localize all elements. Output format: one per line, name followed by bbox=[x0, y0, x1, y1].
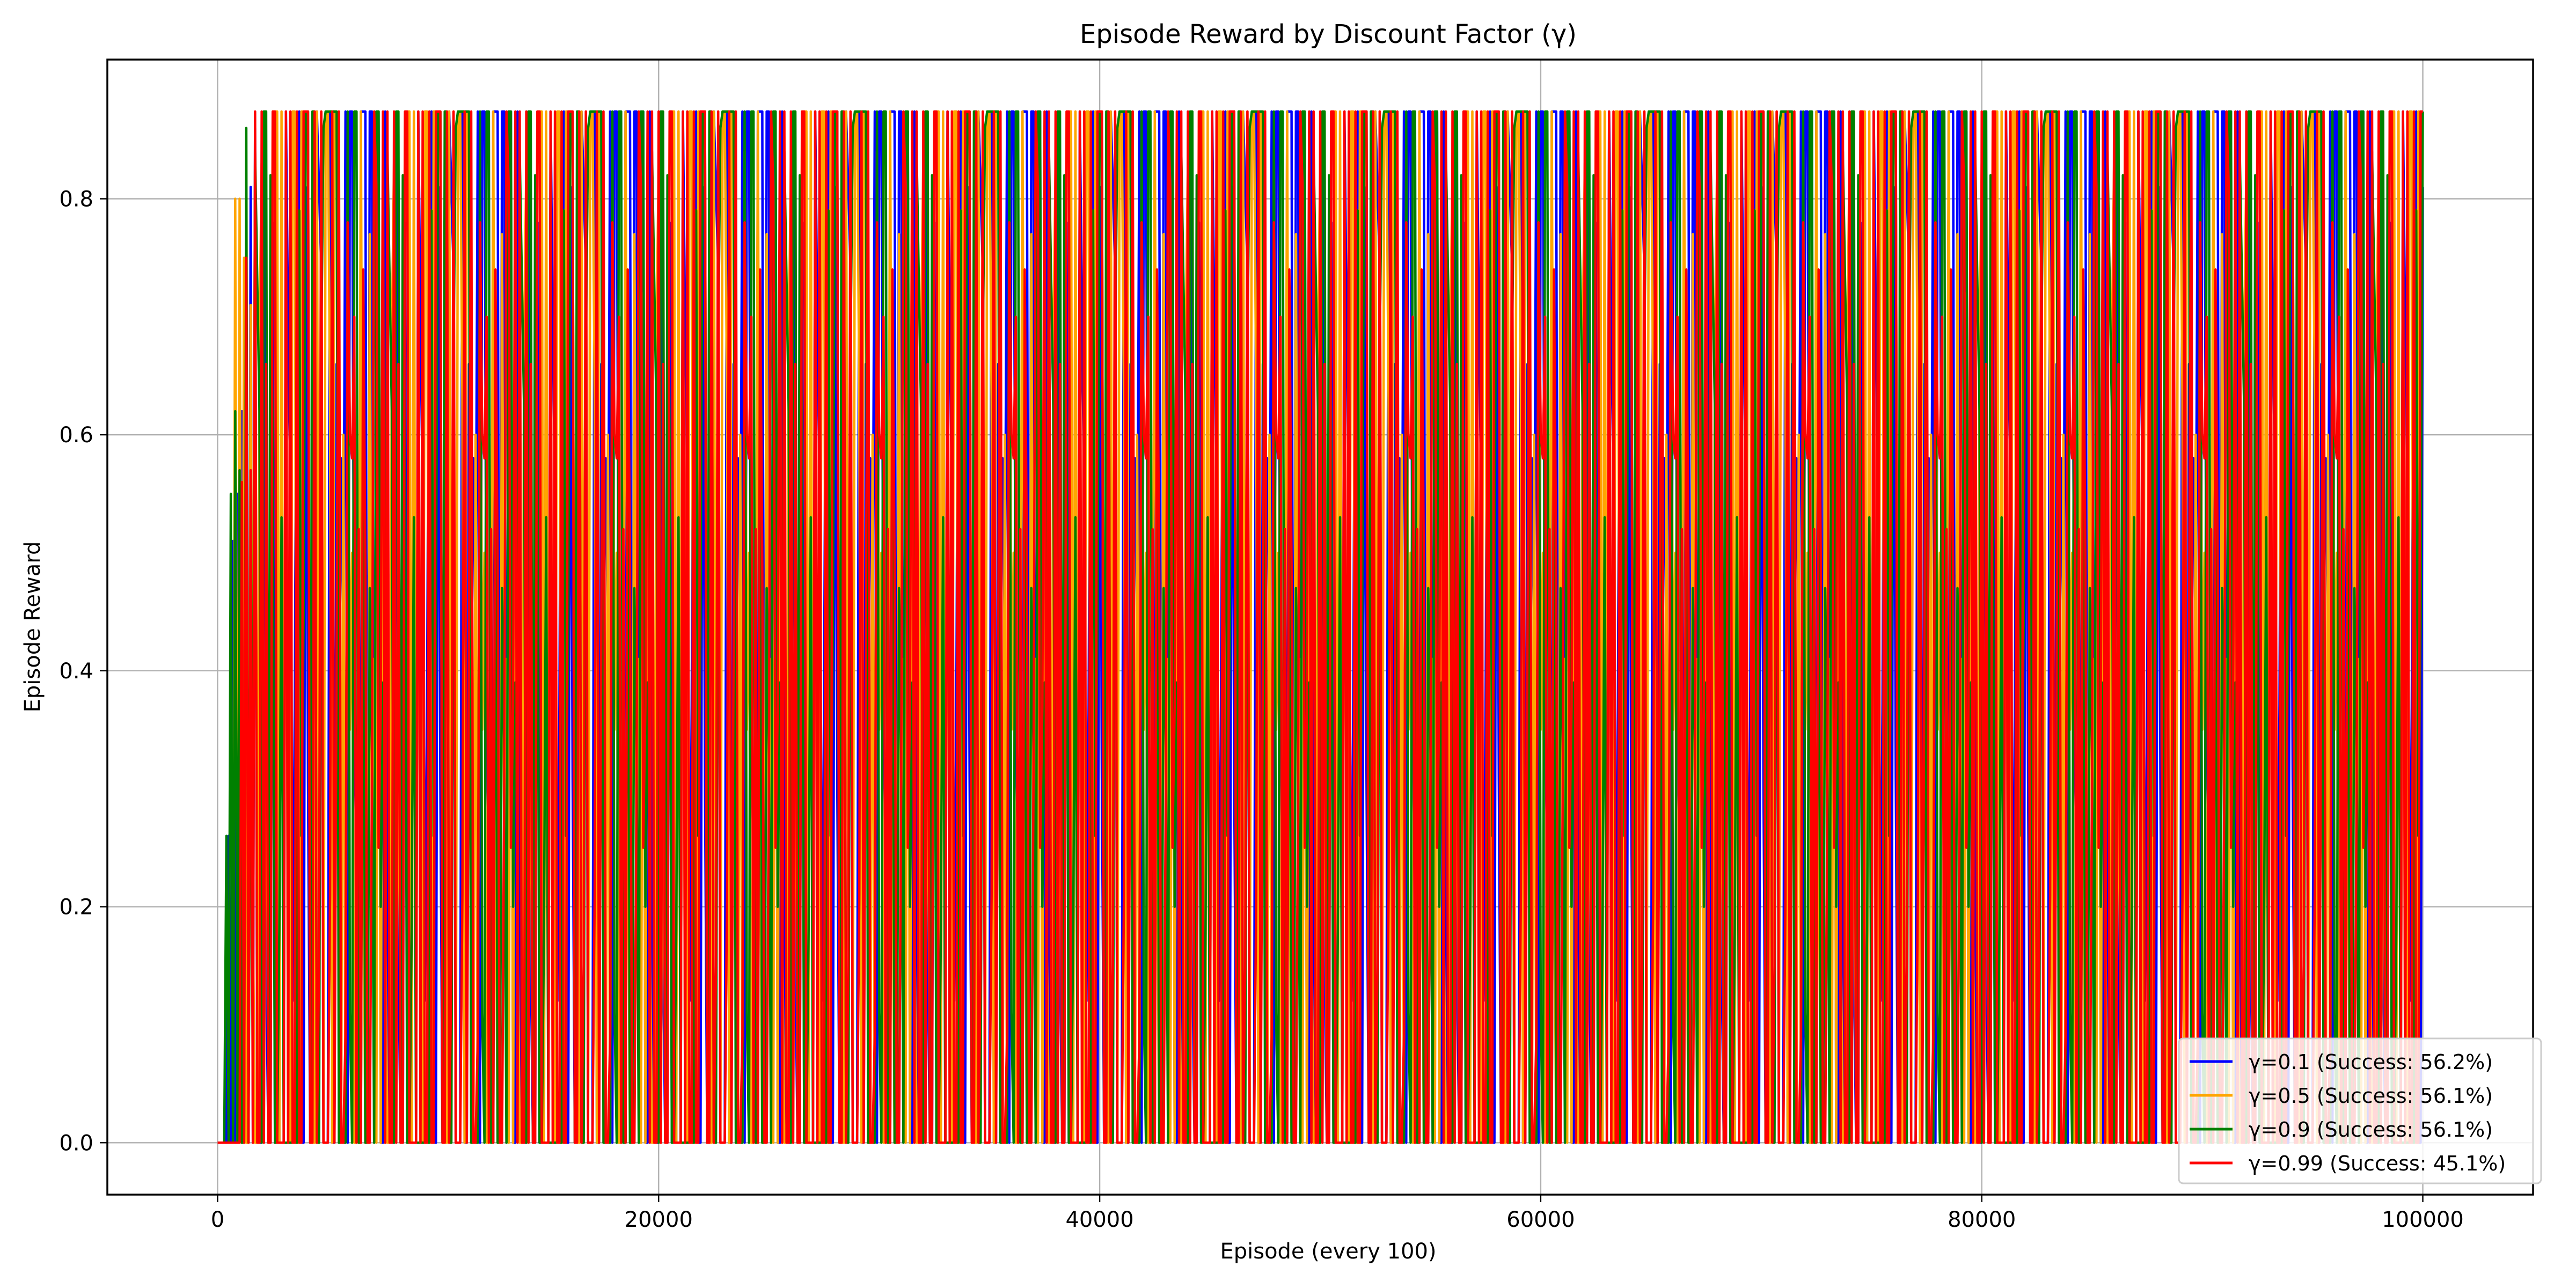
y-tick-label: 0.4 bbox=[59, 659, 93, 684]
legend-entry: γ=0.5 (Success: 56.1%) bbox=[2249, 1084, 2493, 1108]
y-tick-label: 0.6 bbox=[59, 423, 93, 448]
legend-entry: γ=0.1 (Success: 56.2%) bbox=[2249, 1050, 2493, 1074]
axis-ticks: 0 20000 40000 60000 80000 100000 0.0 0.2 0.4 0.6 0… bbox=[59, 187, 2464, 1232]
x-tick-label: 60000 bbox=[1506, 1208, 1575, 1232]
legend-entry: γ=0.9 (Success: 56.1%) bbox=[2249, 1118, 2493, 1141]
y-axis-label: Episode Reward bbox=[20, 541, 45, 713]
y-tick-label: 0.0 bbox=[59, 1131, 93, 1155]
legend-entry: γ=0.99 (Success: 45.1%) bbox=[2249, 1152, 2506, 1175]
y-tick-label: 0.8 bbox=[59, 187, 93, 211]
x-tick-label: 100000 bbox=[2382, 1208, 2464, 1232]
x-tick-label: 80000 bbox=[1948, 1208, 2016, 1232]
x-tick-label: 20000 bbox=[625, 1208, 693, 1232]
chart-title: Episode Reward by Discount Factor (γ) bbox=[1080, 19, 1577, 49]
legend: γ=0.1 (Success: 56.2%) γ=0.5 (Success: 56… bbox=[2178, 1037, 2542, 1184]
x-axis-label: Episode (every 100) bbox=[1220, 1239, 1436, 1264]
series-line bbox=[217, 110, 2423, 1144]
legend-frame bbox=[2178, 1037, 2542, 1184]
y-tick-label: 0.2 bbox=[59, 895, 93, 920]
x-tick-label: 0 bbox=[211, 1208, 224, 1232]
x-tick-label: 40000 bbox=[1065, 1208, 1133, 1232]
series-lines bbox=[217, 110, 2424, 1144]
plot-frame bbox=[106, 58, 2534, 1196]
